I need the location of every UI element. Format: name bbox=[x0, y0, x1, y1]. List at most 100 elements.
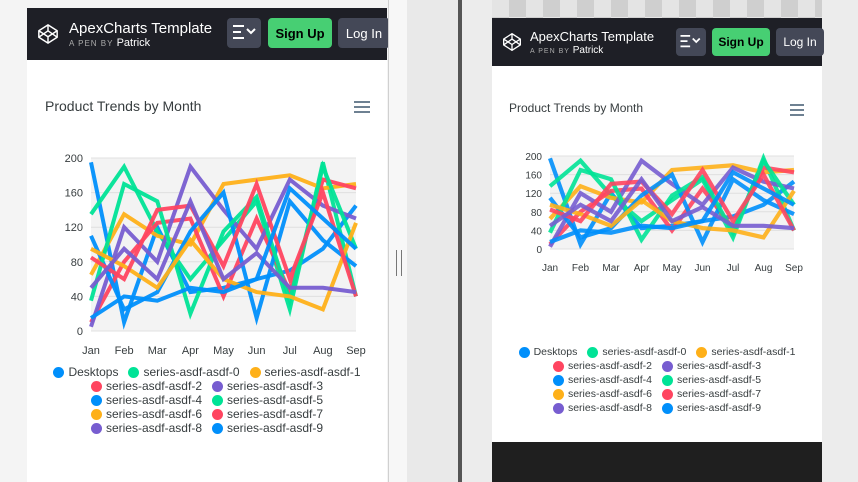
x-tick-label: Jun bbox=[248, 345, 266, 357]
legend-row: series-asdf-asdf-8 series-asdf-asdf-9 bbox=[492, 401, 822, 415]
legend-marker bbox=[552, 360, 564, 372]
legend-item[interactable]: series-asdf-asdf-0 bbox=[587, 345, 686, 359]
legend-label: series-asdf-asdf-2 bbox=[567, 360, 652, 372]
legend-marker bbox=[53, 366, 65, 378]
codepen-header: ApexCharts Template A PEN BY Patrick Sig… bbox=[27, 8, 390, 60]
legend-item[interactable]: series-asdf-asdf-8 bbox=[90, 421, 202, 435]
legend-item[interactable]: series-asdf-asdf-8 bbox=[552, 401, 652, 415]
pen-author[interactable]: Patrick bbox=[572, 45, 604, 56]
legend-item[interactable]: series-asdf-asdf-1 bbox=[249, 365, 361, 379]
legend-item[interactable]: series-asdf-asdf-3 bbox=[662, 359, 761, 373]
legend-marker bbox=[662, 374, 673, 386]
pen-author[interactable]: Patrick bbox=[116, 36, 151, 49]
chart-menu-icon[interactable] bbox=[354, 101, 370, 113]
legend-item[interactable]: Desktops bbox=[518, 345, 577, 359]
legend-marker bbox=[552, 402, 564, 414]
legend-item[interactable]: series-asdf-asdf-9 bbox=[662, 401, 761, 415]
legend-marker bbox=[212, 422, 223, 434]
signup-button[interactable]: Sign Up bbox=[268, 18, 332, 48]
byline-prefix: A PEN BY bbox=[530, 48, 570, 55]
series-line-10[interactable] bbox=[549, 169, 795, 244]
series-line-10[interactable] bbox=[89, 184, 358, 320]
legend-label: series-asdf-asdf-7 bbox=[677, 388, 762, 400]
y-tick-label: 80 bbox=[71, 257, 83, 269]
series-line-5[interactable] bbox=[89, 188, 358, 326]
series-line-6[interactable] bbox=[89, 160, 358, 320]
legend-item[interactable]: series-asdf-asdf-4 bbox=[552, 373, 652, 387]
legend-item[interactable]: series-asdf-asdf-3 bbox=[212, 379, 323, 393]
legend-label: series-asdf-asdf-1 bbox=[711, 346, 796, 358]
legend-label: series-asdf-asdf-6 bbox=[567, 388, 652, 400]
layout-menu-icon bbox=[680, 35, 701, 48]
legend-marker bbox=[128, 366, 140, 378]
legend-marker bbox=[696, 346, 708, 358]
series-line-4[interactable] bbox=[548, 157, 795, 248]
legend-item[interactable]: series-asdf-asdf-6 bbox=[552, 387, 652, 401]
view-menu-button[interactable] bbox=[676, 28, 706, 56]
y-tick-label: 40 bbox=[531, 226, 543, 237]
frame-separator bbox=[458, 0, 462, 482]
legend-label: series-asdf-asdf-5 bbox=[677, 374, 762, 386]
signup-button[interactable]: Sign Up bbox=[712, 28, 770, 56]
legend-item[interactable]: series-asdf-asdf-5 bbox=[662, 373, 761, 387]
legend-row: series-asdf-asdf-2 series-asdf-asdf-3 bbox=[27, 379, 387, 393]
chart-legend: Desktops series-asdf-asdf-0 series-asdf-as… bbox=[27, 365, 387, 435]
y-tick-label: 80 bbox=[531, 208, 543, 219]
legend-marker bbox=[212, 408, 223, 420]
series-line-0[interactable] bbox=[89, 161, 358, 330]
x-tick-label: Jul bbox=[727, 263, 740, 274]
x-tick-label: Mar bbox=[602, 263, 620, 274]
legend-item[interactable]: series-asdf-asdf-2 bbox=[552, 359, 652, 373]
legend-label: Desktops bbox=[68, 365, 119, 379]
transparent-background-pattern bbox=[492, 0, 822, 18]
series-line-9[interactable] bbox=[89, 196, 357, 295]
left-preview-frame: ApexCharts Template A PEN BY Patrick Sig… bbox=[27, 8, 390, 482]
y-tick-label: 160 bbox=[525, 171, 542, 182]
series-line-2[interactable] bbox=[89, 173, 357, 276]
codepen-logo-icon bbox=[38, 24, 58, 44]
line-chart: 0 40 80 120 160 200 Jan Feb Mar Apr May Jun Jul Aug Se… bbox=[525, 152, 803, 274]
legend-row: series-asdf-asdf-4 series-asdf-asdf-5 bbox=[27, 393, 387, 407]
x-tick-label: Mar bbox=[148, 345, 167, 357]
series-line-4[interactable] bbox=[89, 162, 357, 328]
legend-item[interactable]: series-asdf-asdf-7 bbox=[662, 387, 761, 401]
legend-label: series-asdf-asdf-0 bbox=[602, 346, 687, 358]
legend-marker bbox=[90, 422, 102, 434]
pen-title: ApexCharts Template bbox=[69, 19, 213, 37]
legend-label: series-asdf-asdf-7 bbox=[227, 407, 324, 421]
login-button[interactable]: Log In bbox=[776, 28, 824, 56]
pane-resize-divider[interactable] bbox=[388, 0, 407, 482]
series-line-0[interactable] bbox=[548, 157, 796, 250]
legend-item[interactable]: series-asdf-asdf-2 bbox=[90, 379, 202, 393]
legend-marker bbox=[662, 388, 673, 400]
legend-item[interactable]: series-asdf-asdf-7 bbox=[212, 407, 323, 421]
x-tick-label: Aug bbox=[313, 345, 333, 357]
x-tick-label: Aug bbox=[755, 263, 773, 274]
x-tick-label: Sep bbox=[785, 263, 803, 274]
legend-marker bbox=[662, 360, 673, 372]
legend-item[interactable]: Desktops bbox=[53, 365, 118, 379]
legend-row: series-asdf-asdf-4 series-asdf-asdf-5 bbox=[492, 373, 822, 387]
legend-label: series-asdf-asdf-0 bbox=[143, 365, 240, 379]
legend-item[interactable]: series-asdf-asdf-1 bbox=[696, 345, 795, 359]
legend-marker bbox=[552, 388, 564, 400]
legend-item[interactable]: series-asdf-asdf-4 bbox=[90, 393, 202, 407]
legend-item[interactable]: series-asdf-asdf-6 bbox=[90, 407, 202, 421]
chart-menu-icon[interactable] bbox=[790, 104, 804, 116]
login-button[interactable]: Log In bbox=[338, 18, 390, 48]
y-tick-label: 160 bbox=[65, 188, 83, 200]
x-tick-label: Jul bbox=[283, 345, 297, 357]
right-preview-frame: ApexCharts Template A PEN BY Patrick Sig… bbox=[492, 18, 824, 442]
series-line-9[interactable] bbox=[548, 175, 795, 231]
legend-row: Desktops series-asdf-asdf-0 series-asdf-as… bbox=[27, 365, 387, 379]
view-menu-button[interactable] bbox=[227, 18, 261, 48]
legend-item[interactable]: series-asdf-asdf-9 bbox=[212, 421, 323, 435]
series-line-8[interactable] bbox=[89, 178, 358, 298]
series-line-2[interactable] bbox=[548, 163, 795, 221]
legend-item[interactable]: series-asdf-asdf-0 bbox=[128, 365, 240, 379]
legend-item[interactable]: series-asdf-asdf-5 bbox=[212, 393, 323, 407]
layout-menu-icon bbox=[233, 25, 256, 39]
legend-marker bbox=[90, 408, 102, 420]
legend-row: series-asdf-asdf-6 series-asdf-asdf-7 bbox=[27, 407, 387, 421]
x-tick-label: Feb bbox=[115, 345, 134, 357]
